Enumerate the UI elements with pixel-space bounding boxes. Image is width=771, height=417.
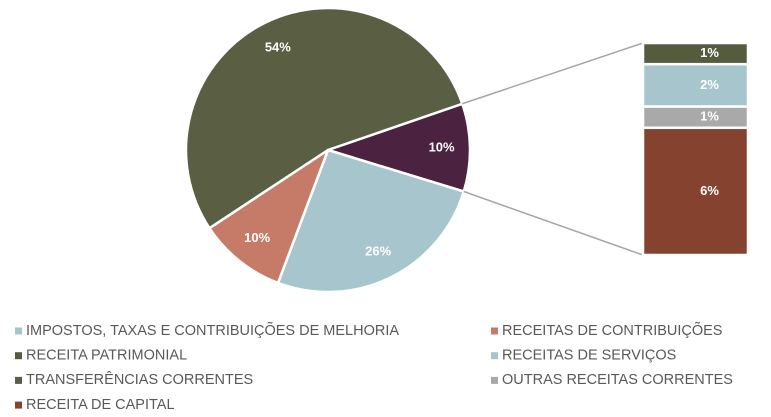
legend-label: RECEITA DE CAPITAL	[26, 397, 175, 413]
bar-segment	[641, 62, 750, 108]
legend-swatch	[15, 401, 22, 409]
pie-slice	[207, 146, 331, 285]
data-label: 10%	[244, 230, 270, 245]
bar-segment	[641, 105, 750, 130]
pie-slice	[276, 148, 466, 294]
pie-slice	[323, 102, 472, 194]
legend-swatch	[491, 352, 498, 360]
legend-swatch	[15, 352, 22, 360]
connector-line	[463, 190, 644, 256]
legend-swatch	[491, 376, 498, 384]
data-label: 10%	[429, 139, 455, 154]
data-label: 1%	[700, 45, 719, 60]
legend-swatch	[15, 327, 22, 335]
legend-label: RECEITAS DE SERVIÇOS	[502, 348, 676, 364]
connector-line	[462, 42, 644, 105]
pie-slice	[184, 6, 464, 230]
bar-segment	[641, 41, 750, 66]
legend-label: RECEITAS DE CONTRIBUIÇÕES	[502, 322, 722, 339]
data-label: 2%	[700, 77, 719, 92]
legend-label: RECEITA PATRIMONIAL	[26, 348, 187, 364]
bar-segment	[641, 126, 750, 257]
data-label: 26%	[365, 243, 391, 258]
data-label: 54%	[265, 40, 291, 55]
legend-label: TRANSFERÊNCIAS CORRENTES	[26, 371, 253, 388]
data-label: 1%	[700, 109, 719, 124]
legend-label: OUTRAS RECEITAS CORRENTES	[502, 372, 733, 388]
legend-label: IMPOSTOS, TAXAS E CONTRIBUIÇÕES DE MELHO…	[26, 322, 399, 339]
legend-swatch	[15, 376, 22, 384]
data-label: 6%	[700, 183, 719, 198]
legend-swatch	[491, 327, 498, 335]
